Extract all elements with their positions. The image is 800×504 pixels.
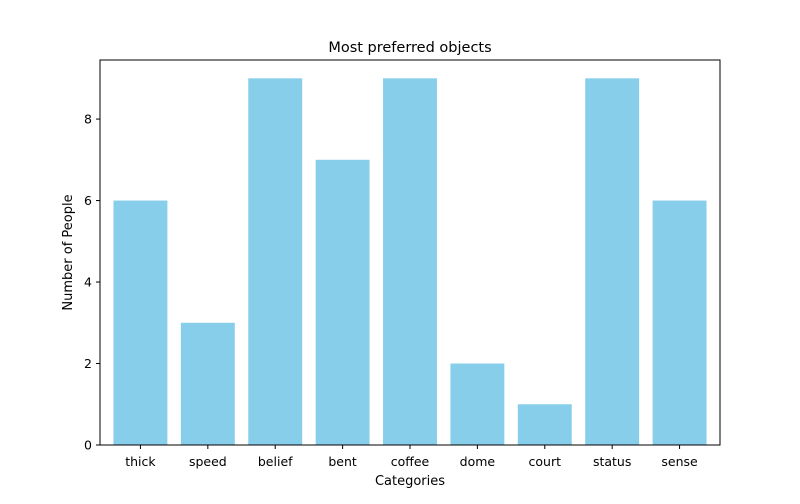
y-tick-label: 2: [84, 356, 92, 371]
bar-status: [585, 78, 640, 445]
bar-speed: [180, 322, 235, 445]
chart-title: Most preferred objects: [328, 40, 491, 56]
x-tick-label: speed: [189, 454, 227, 469]
x-tick-label: belief: [258, 454, 293, 469]
y-tick-label: 0: [84, 438, 92, 453]
bar-belief: [248, 78, 303, 445]
y-tick-label: 4: [84, 275, 92, 290]
bar-court: [517, 404, 572, 445]
bars-group: [113, 78, 707, 445]
bar-bent: [315, 159, 370, 445]
bar-dome: [450, 363, 505, 445]
y-axis-label: Number of People: [61, 194, 76, 310]
bar-thick: [113, 200, 168, 445]
x-tick-label: thick: [125, 454, 156, 469]
bar-coffee: [383, 78, 437, 445]
y-tick-label: 6: [84, 193, 92, 208]
x-tick-label: status: [593, 454, 631, 469]
y-tick-label: 8: [84, 112, 92, 127]
x-tick-label: court: [529, 454, 562, 469]
bar-sense: [652, 200, 707, 445]
x-axis-ticks: thick speed belief bent coffee dome court statu…: [125, 445, 698, 469]
x-tick-label: dome: [460, 454, 496, 469]
x-axis-label: Categories: [375, 474, 445, 489]
y-axis-ticks: 0 2 4 6 8: [84, 112, 100, 453]
x-tick-label: coffee: [391, 454, 430, 469]
x-tick-label: sense: [661, 454, 698, 469]
plot-frame: [99, 59, 721, 446]
x-tick-label: bent: [328, 454, 357, 469]
